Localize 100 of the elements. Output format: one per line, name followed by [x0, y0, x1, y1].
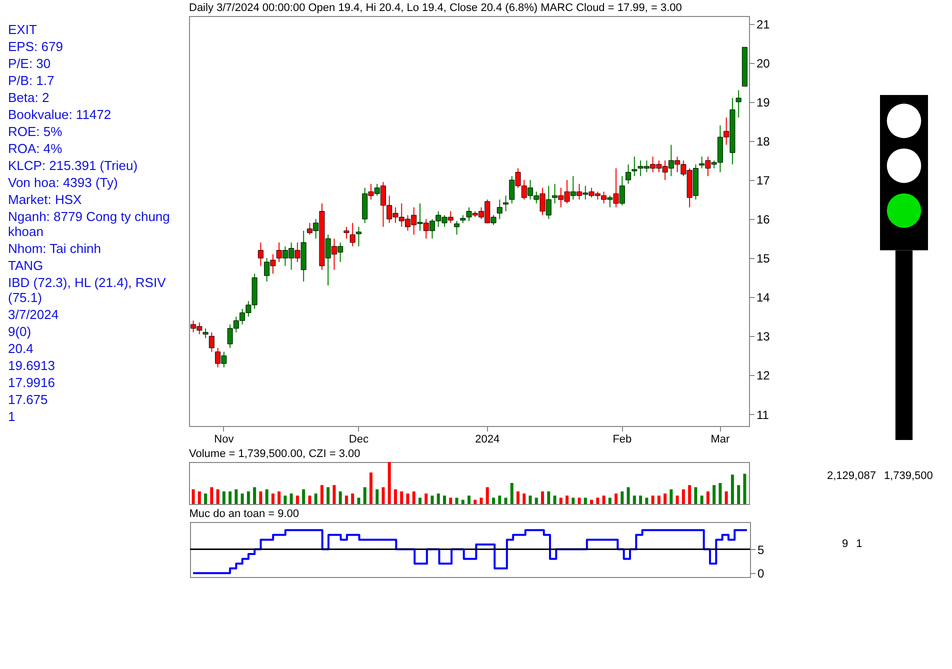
- bar: [498, 496, 502, 504]
- y-tick-label: 20: [756, 56, 770, 70]
- bar: [608, 498, 612, 504]
- bar: [504, 498, 508, 504]
- bar: [436, 494, 440, 504]
- bar: [412, 491, 416, 504]
- bar: [461, 500, 464, 504]
- bar: [278, 491, 281, 504]
- bar: [664, 494, 667, 504]
- candlestick: [736, 90, 742, 118]
- candlestick: [454, 220, 460, 236]
- bar: [222, 491, 226, 504]
- text: Nganh: 8779 Cong ty chung khoan: [8, 209, 171, 239]
- y-tick-label: 15: [756, 252, 770, 266]
- bar: [192, 489, 195, 504]
- bar: [455, 498, 458, 504]
- bar: [234, 489, 238, 504]
- bar: [240, 494, 244, 504]
- text: P/E: 30: [8, 56, 52, 71]
- text: 17.675: [8, 392, 49, 407]
- bar: [228, 491, 232, 504]
- text: Market: HSX: [8, 192, 83, 207]
- bar: [332, 485, 336, 504]
- x-tick-label: Mar: [710, 434, 730, 446]
- bar: [632, 496, 636, 504]
- bar: [596, 498, 600, 504]
- bar: [645, 498, 648, 504]
- bar: [676, 496, 679, 504]
- bar: [296, 496, 299, 504]
- bar: [700, 496, 704, 504]
- text: EPS: 679: [8, 39, 64, 54]
- bar: [290, 494, 293, 504]
- bar: [651, 496, 654, 504]
- bar: [474, 500, 477, 504]
- bar: [284, 496, 287, 504]
- text: EXIT: [8, 22, 38, 37]
- bar: [480, 498, 483, 504]
- candlestick: [626, 164, 632, 184]
- text: 17.9916: [8, 375, 56, 390]
- bar: [620, 491, 624, 504]
- bar: [694, 487, 698, 504]
- text: Beta: 2: [8, 90, 50, 105]
- bar: [516, 491, 520, 504]
- y-tick-label: 5: [758, 542, 764, 557]
- text: TANG: [8, 258, 44, 273]
- y-tick-label: 19: [756, 95, 770, 110]
- bar: [216, 489, 220, 504]
- bar: [424, 494, 428, 504]
- bar: [326, 487, 330, 504]
- x-tick-label: 2024: [475, 434, 500, 446]
- bar: [338, 491, 342, 504]
- x-tick-label: Dec: [348, 434, 369, 446]
- bar: [363, 487, 366, 504]
- bar: [566, 496, 569, 504]
- bar: [528, 496, 532, 504]
- candlestick: [344, 226, 350, 240]
- bar: [602, 496, 606, 504]
- bar: [559, 498, 562, 504]
- text: 20.4: [8, 341, 34, 356]
- bar: [468, 496, 470, 504]
- candlestick: [503, 195, 509, 212]
- text: 1: [856, 538, 862, 550]
- y-tick-label: 16: [756, 212, 770, 227]
- y-tick-label: 0: [758, 566, 764, 581]
- bar: [626, 487, 630, 504]
- bar: [302, 489, 306, 504]
- y-tick-label: 12: [756, 368, 770, 383]
- bar: [271, 494, 274, 504]
- candlestick: [496, 199, 502, 220]
- bar: [308, 496, 312, 504]
- bar: [743, 474, 746, 504]
- candlestick: [202, 328, 208, 339]
- bar: [265, 489, 268, 504]
- y-tick-label: 11: [756, 408, 770, 422]
- bar: [534, 498, 538, 504]
- candlestick: [208, 332, 214, 352]
- text: 9: [842, 538, 848, 550]
- bar: [584, 498, 587, 504]
- y-tick-label: 18: [756, 134, 770, 148]
- text: ROE: 5%: [8, 124, 64, 139]
- bar: [351, 494, 354, 504]
- y-tick-label: 21: [756, 17, 770, 32]
- bar: [253, 487, 256, 504]
- bar: [388, 462, 391, 504]
- text: KLCP: 215.391 (Trieu): [8, 158, 139, 173]
- bar: [737, 485, 740, 504]
- text: Bookvalue: 11472: [8, 107, 112, 122]
- text: 9(0): [8, 324, 32, 339]
- bar: [712, 485, 716, 504]
- bar: [369, 472, 372, 504]
- bar: [400, 491, 404, 504]
- x-tick-label: Feb: [612, 434, 632, 446]
- bar: [449, 498, 452, 504]
- chart-title: Volume = 1,739,500.00, CZI = 3.00: [189, 448, 360, 460]
- x-tick-label: Nov: [214, 434, 234, 446]
- bar: [492, 498, 496, 504]
- chart-title: Daily 3/7/2024 00:00:00 Open 19.4, Hi 20.4, Lo 19.4, Close 20.4 (6.8%) MARC Cloud = 17.99, = 3.00: [189, 2, 682, 14]
- bar: [314, 494, 318, 504]
- chart-title: Muc do an toan = 9.00: [189, 508, 300, 520]
- text: Von hoa: 4393 (Ty): [8, 175, 119, 190]
